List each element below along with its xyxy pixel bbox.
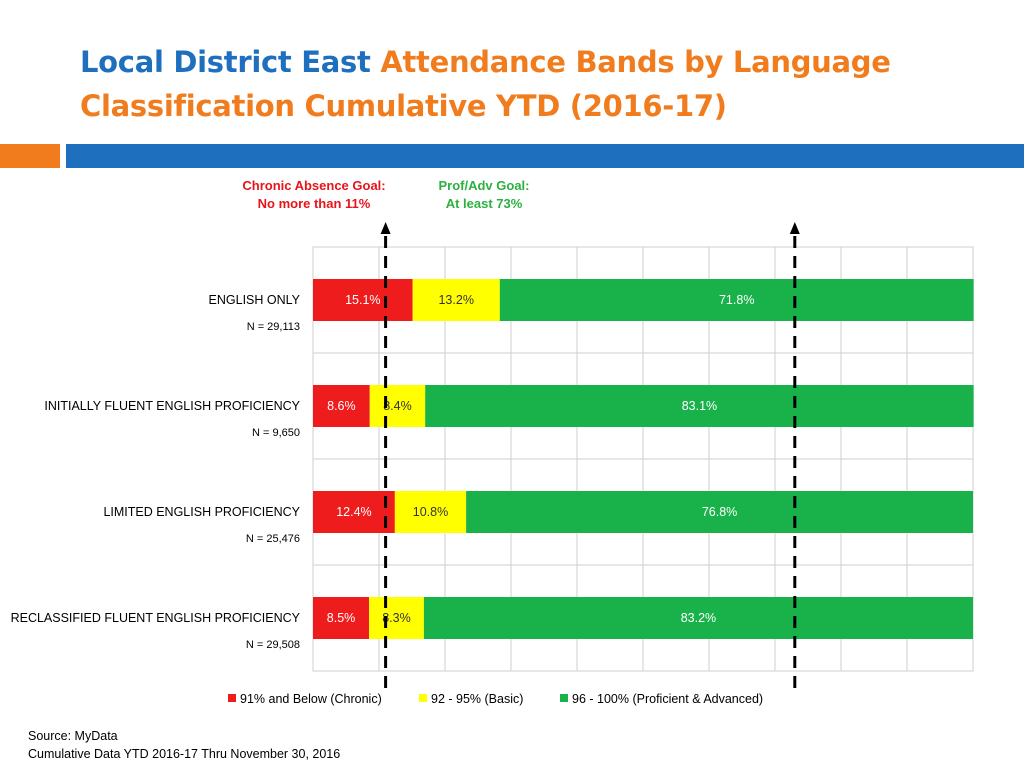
chronic-goal-title: Chronic Absence Goal: xyxy=(242,178,386,193)
bar-data-label: 12.4% xyxy=(336,505,371,519)
bar-segment xyxy=(425,385,974,427)
bar-data-label: 15.1% xyxy=(345,293,380,307)
category-label: LIMITED ENGLISH PROFICIENCY xyxy=(103,505,300,519)
bar-data-label: 8.3% xyxy=(382,611,411,625)
category-n-label: N = 29,113 xyxy=(247,321,300,333)
bar-segment xyxy=(423,597,973,639)
bar-data-label: 8.4% xyxy=(383,399,412,413)
bar-segment xyxy=(412,279,500,321)
legend-swatch xyxy=(228,694,236,702)
bar-data-label: 83.1% xyxy=(682,399,717,413)
chronic-goal-target: No more than 11% xyxy=(257,196,371,211)
category-label: INITIALLY FLUENT ENGLISH PROFICIENCY xyxy=(44,399,300,413)
bar-data-label: 13.2% xyxy=(438,293,473,307)
legend-label: 96 - 100% (Proficient & Advanced) xyxy=(572,692,763,706)
source-note: Source: MyData Cumulative Data YTD 2016-… xyxy=(28,727,340,763)
bar-segment xyxy=(313,491,395,533)
bar-data-label: 10.8% xyxy=(413,505,448,519)
accent-bar-orange xyxy=(0,144,60,168)
bar-data-label: 8.6% xyxy=(327,399,356,413)
bar-data-label: 71.8% xyxy=(719,293,754,307)
accent-bar-blue xyxy=(66,144,1024,168)
bar-segment xyxy=(313,385,370,427)
category-n-label: N = 25,476 xyxy=(246,533,300,545)
legend-swatch xyxy=(419,694,427,702)
bar-segment xyxy=(394,491,467,533)
source-date-line: Cumulative Data YTD 2016-17 Thru Novembe… xyxy=(28,747,341,761)
bar-segment xyxy=(499,279,974,321)
legend-label: 92 - 95% (Basic) xyxy=(431,692,523,706)
bar-segment xyxy=(313,597,370,639)
legend-label: 91% and Below (Chronic) xyxy=(240,692,382,706)
title-district: Local District East xyxy=(80,45,371,79)
source-line: Source: MyData xyxy=(28,729,118,743)
category-n-label: N = 9,650 xyxy=(252,427,300,439)
category-label: ENGLISH ONLY xyxy=(209,293,301,307)
bar-segment xyxy=(369,597,424,639)
category-n-label: N = 29,508 xyxy=(246,639,300,651)
bar-segment xyxy=(313,279,413,321)
prof-goal-annotation: Prof/Adv Goal: At least 73% xyxy=(414,177,554,213)
bar-segment xyxy=(466,491,973,533)
title-subject: Attendance Bands by Language Classificat… xyxy=(80,45,891,123)
prof-goal-arrow xyxy=(789,222,800,234)
bar-data-label: 76.8% xyxy=(702,505,737,519)
category-label: RECLASSIFIED FLUENT ENGLISH PROFICIENCY xyxy=(11,611,301,625)
bar-data-label: 8.5% xyxy=(327,611,356,625)
prof-goal-target: At least 73% xyxy=(445,196,523,211)
legend-swatch xyxy=(560,694,568,702)
chronic-goal-arrow xyxy=(380,222,391,234)
chronic-goal-annotation: Chronic Absence Goal: No more than 11% xyxy=(226,177,402,213)
prof-goal-title: Prof/Adv Goal: xyxy=(438,178,530,193)
page-title: Local District East Attendance Bands by … xyxy=(80,40,980,128)
bar-data-label: 83.2% xyxy=(681,611,716,625)
bar-segment xyxy=(369,385,426,427)
